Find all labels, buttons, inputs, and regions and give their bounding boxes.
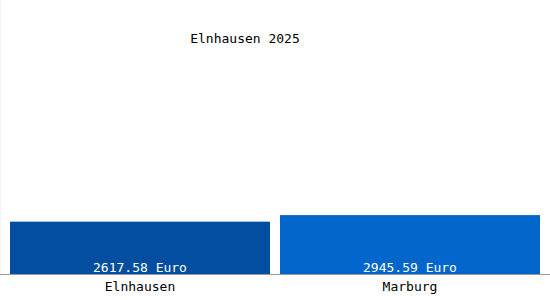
category-label: Elnhausen: [105, 279, 175, 294]
title: Elnhausen 2025: [190, 31, 300, 46]
bar: [10, 222, 270, 274]
data-label: 2945.59 Euro: [363, 260, 457, 275]
bar: [280, 215, 540, 274]
bars: [10, 215, 540, 274]
data-label: 2617.58 Euro: [93, 260, 187, 275]
chart: Elnhausen 2025 2617.58 Euro Elnhausen 2945.…: [0, 0, 550, 300]
x-axis-line: [0, 274, 550, 275]
category-label: Marburg: [383, 279, 438, 294]
value-axis-line: [0, 0, 1, 274]
